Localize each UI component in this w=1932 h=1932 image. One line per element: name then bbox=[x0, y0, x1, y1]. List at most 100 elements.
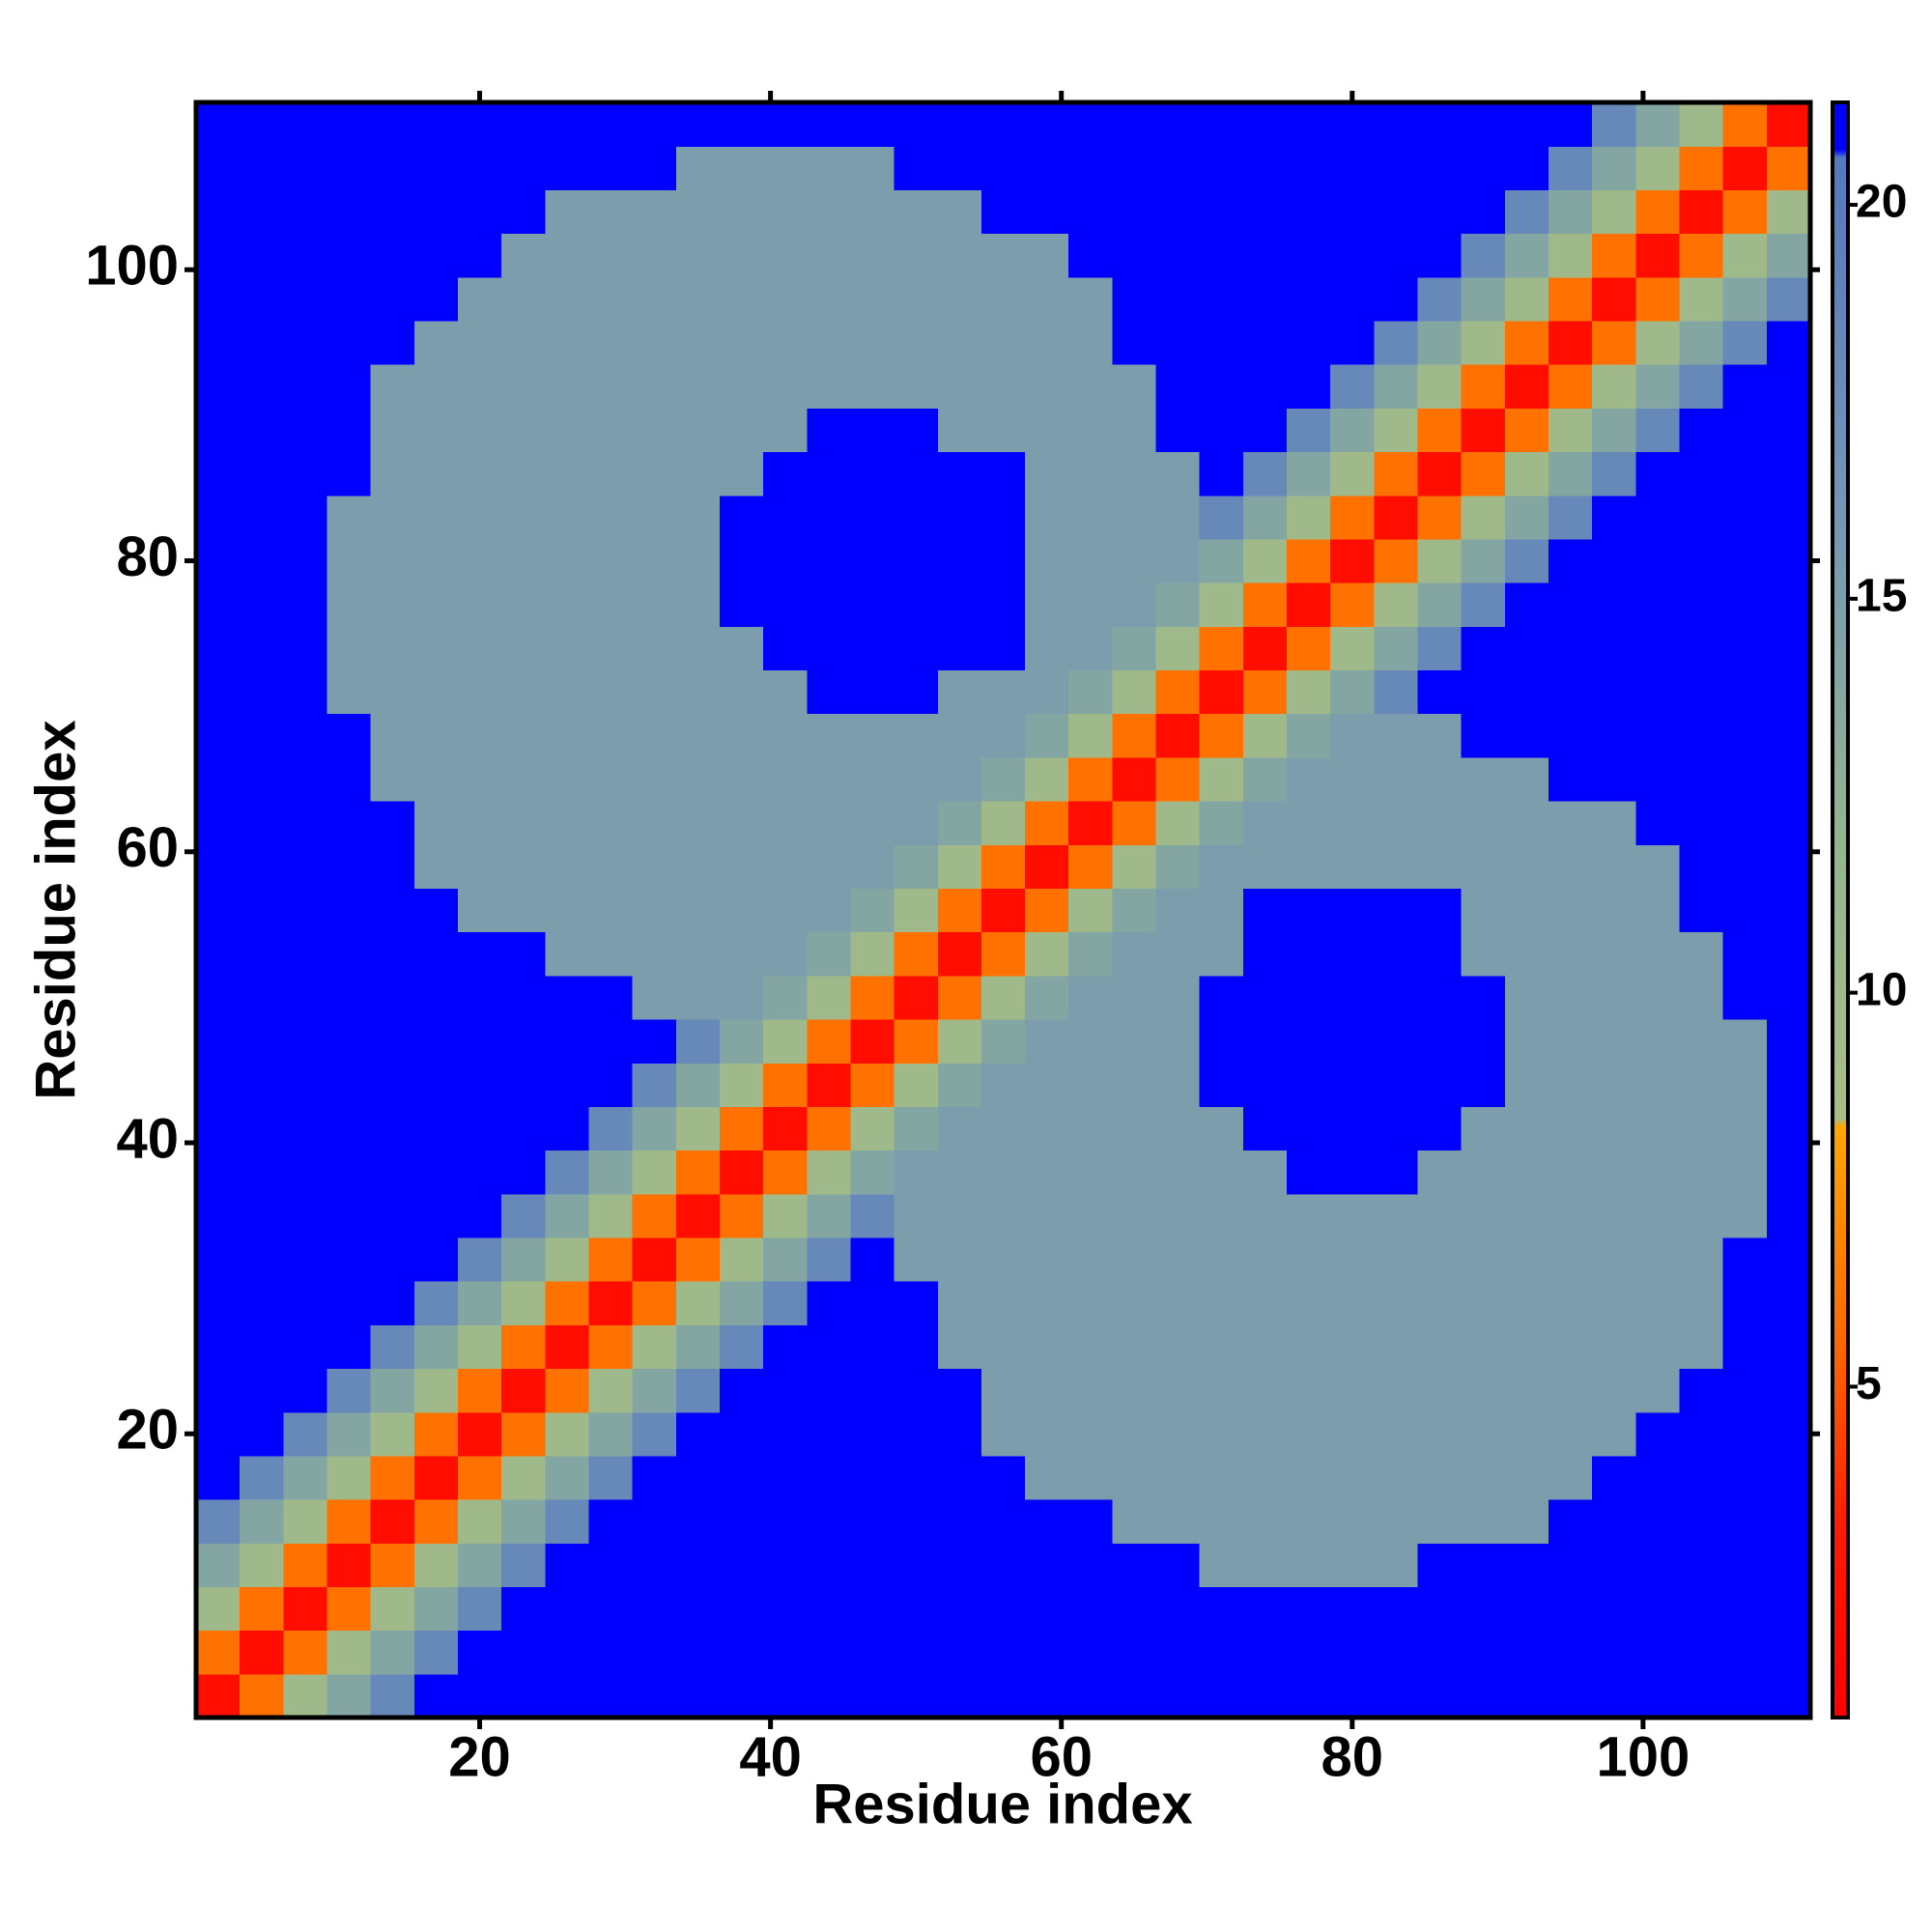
heatmap-cell bbox=[763, 582, 808, 627]
heatmap-cell bbox=[1155, 102, 1201, 147]
heatmap-cell bbox=[1330, 975, 1375, 1020]
heatmap-cell bbox=[457, 844, 502, 890]
heatmap-cell bbox=[1548, 1455, 1593, 1500]
heatmap-cell bbox=[1155, 276, 1201, 322]
heatmap-cell bbox=[1504, 888, 1549, 933]
heatmap-cell bbox=[980, 1673, 1026, 1719]
heatmap-cell bbox=[850, 1063, 895, 1107]
heatmap-cell bbox=[1722, 538, 1768, 583]
heatmap-cell bbox=[1330, 1236, 1375, 1282]
heatmap-cell bbox=[1592, 888, 1636, 933]
heatmap-cell bbox=[1242, 1630, 1288, 1675]
heatmap-cell bbox=[327, 189, 372, 235]
heatmap-cell bbox=[413, 844, 459, 890]
heatmap-cell bbox=[501, 1236, 546, 1282]
heatmap-cell bbox=[894, 1063, 939, 1107]
heatmap-cell bbox=[196, 756, 241, 802]
heatmap-cell bbox=[283, 320, 328, 365]
heatmap-cell bbox=[1548, 538, 1593, 583]
heatmap-cell bbox=[1766, 1499, 1811, 1544]
heatmap-cell bbox=[1417, 931, 1463, 977]
heatmap-cell bbox=[1592, 233, 1636, 278]
heatmap-cell bbox=[1417, 975, 1463, 1020]
heatmap-cell bbox=[1025, 1236, 1069, 1282]
heatmap-cell bbox=[980, 146, 1026, 190]
heatmap-cell bbox=[196, 1193, 241, 1238]
heatmap-cell bbox=[240, 1150, 284, 1195]
heatmap-cell bbox=[1679, 1281, 1724, 1325]
heatmap-cell bbox=[719, 1630, 764, 1675]
heatmap-cell bbox=[457, 888, 502, 933]
heatmap-cell bbox=[763, 189, 808, 235]
heatmap-cell bbox=[807, 1499, 852, 1544]
heatmap-cell bbox=[370, 102, 415, 147]
heatmap-cell bbox=[1199, 320, 1244, 365]
heatmap-cell bbox=[1679, 844, 1724, 890]
heatmap-cell bbox=[1025, 582, 1069, 627]
heatmap-cell bbox=[457, 1368, 502, 1413]
heatmap-cell bbox=[1722, 408, 1768, 453]
heatmap-cell bbox=[501, 451, 546, 497]
heatmap-cell bbox=[588, 1063, 634, 1107]
heatmap-cell bbox=[1330, 364, 1375, 409]
heatmap-cell bbox=[370, 1106, 415, 1151]
heatmap-cell bbox=[763, 1630, 808, 1675]
heatmap-cell bbox=[632, 888, 677, 933]
heatmap-cell bbox=[413, 1150, 459, 1195]
heatmap-cell bbox=[980, 756, 1026, 802]
heatmap-cell bbox=[1242, 582, 1288, 627]
heatmap-cell bbox=[1461, 538, 1506, 583]
heatmap-cell bbox=[1417, 189, 1463, 235]
heatmap-cell bbox=[370, 538, 415, 583]
heatmap-cell bbox=[545, 1499, 590, 1544]
heatmap-cell bbox=[283, 451, 328, 497]
heatmap-cell bbox=[1374, 233, 1419, 278]
heatmap-cell bbox=[240, 1673, 284, 1719]
heatmap-cell bbox=[413, 1673, 459, 1719]
heatmap-cell bbox=[1592, 1018, 1636, 1064]
heatmap-cell bbox=[1199, 931, 1244, 977]
heatmap-cell bbox=[937, 146, 982, 190]
heatmap-cell bbox=[1112, 102, 1157, 147]
heatmap-cell bbox=[850, 844, 895, 890]
heatmap-cell bbox=[588, 1236, 634, 1282]
heatmap-cell bbox=[807, 146, 852, 190]
heatmap-cell bbox=[240, 364, 284, 409]
heatmap-cell bbox=[632, 756, 677, 802]
heatmap-cell bbox=[1155, 582, 1201, 627]
heatmap-cell bbox=[980, 189, 1026, 235]
heatmap-cell bbox=[1112, 1150, 1157, 1195]
heatmap-cell bbox=[501, 320, 546, 365]
heatmap-cell bbox=[807, 713, 852, 758]
heatmap-cell bbox=[588, 1586, 634, 1632]
heatmap-cell bbox=[196, 1368, 241, 1413]
heatmap-cell bbox=[1417, 276, 1463, 322]
heatmap-cell bbox=[1417, 582, 1463, 627]
heatmap-cell bbox=[1722, 1236, 1768, 1282]
heatmap-cell bbox=[894, 408, 939, 453]
heatmap-cell bbox=[763, 364, 808, 409]
heatmap-cell bbox=[283, 538, 328, 583]
heatmap-cell bbox=[850, 233, 895, 278]
heatmap-cell bbox=[327, 320, 372, 365]
heatmap-cell bbox=[1461, 451, 1506, 497]
heatmap-cell bbox=[1330, 1499, 1375, 1544]
heatmap-cell bbox=[1679, 451, 1724, 497]
heatmap-cell bbox=[457, 233, 502, 278]
heatmap-cell bbox=[240, 931, 284, 977]
heatmap-cell bbox=[545, 713, 590, 758]
heatmap-cell bbox=[1635, 1281, 1681, 1325]
heatmap-cell bbox=[1287, 626, 1331, 671]
heatmap-cell bbox=[370, 1193, 415, 1238]
y-tick-label: 80 bbox=[116, 526, 179, 588]
heatmap-cell bbox=[457, 931, 502, 977]
heatmap-cell bbox=[240, 451, 284, 497]
heatmap-cell bbox=[1068, 364, 1114, 409]
heatmap-cell bbox=[1766, 1543, 1811, 1588]
heatmap-cell bbox=[763, 1236, 808, 1282]
heatmap-cell bbox=[501, 102, 546, 147]
heatmap-cell bbox=[413, 233, 459, 278]
heatmap-cell bbox=[545, 146, 590, 190]
heatmap-cell bbox=[283, 1150, 328, 1195]
